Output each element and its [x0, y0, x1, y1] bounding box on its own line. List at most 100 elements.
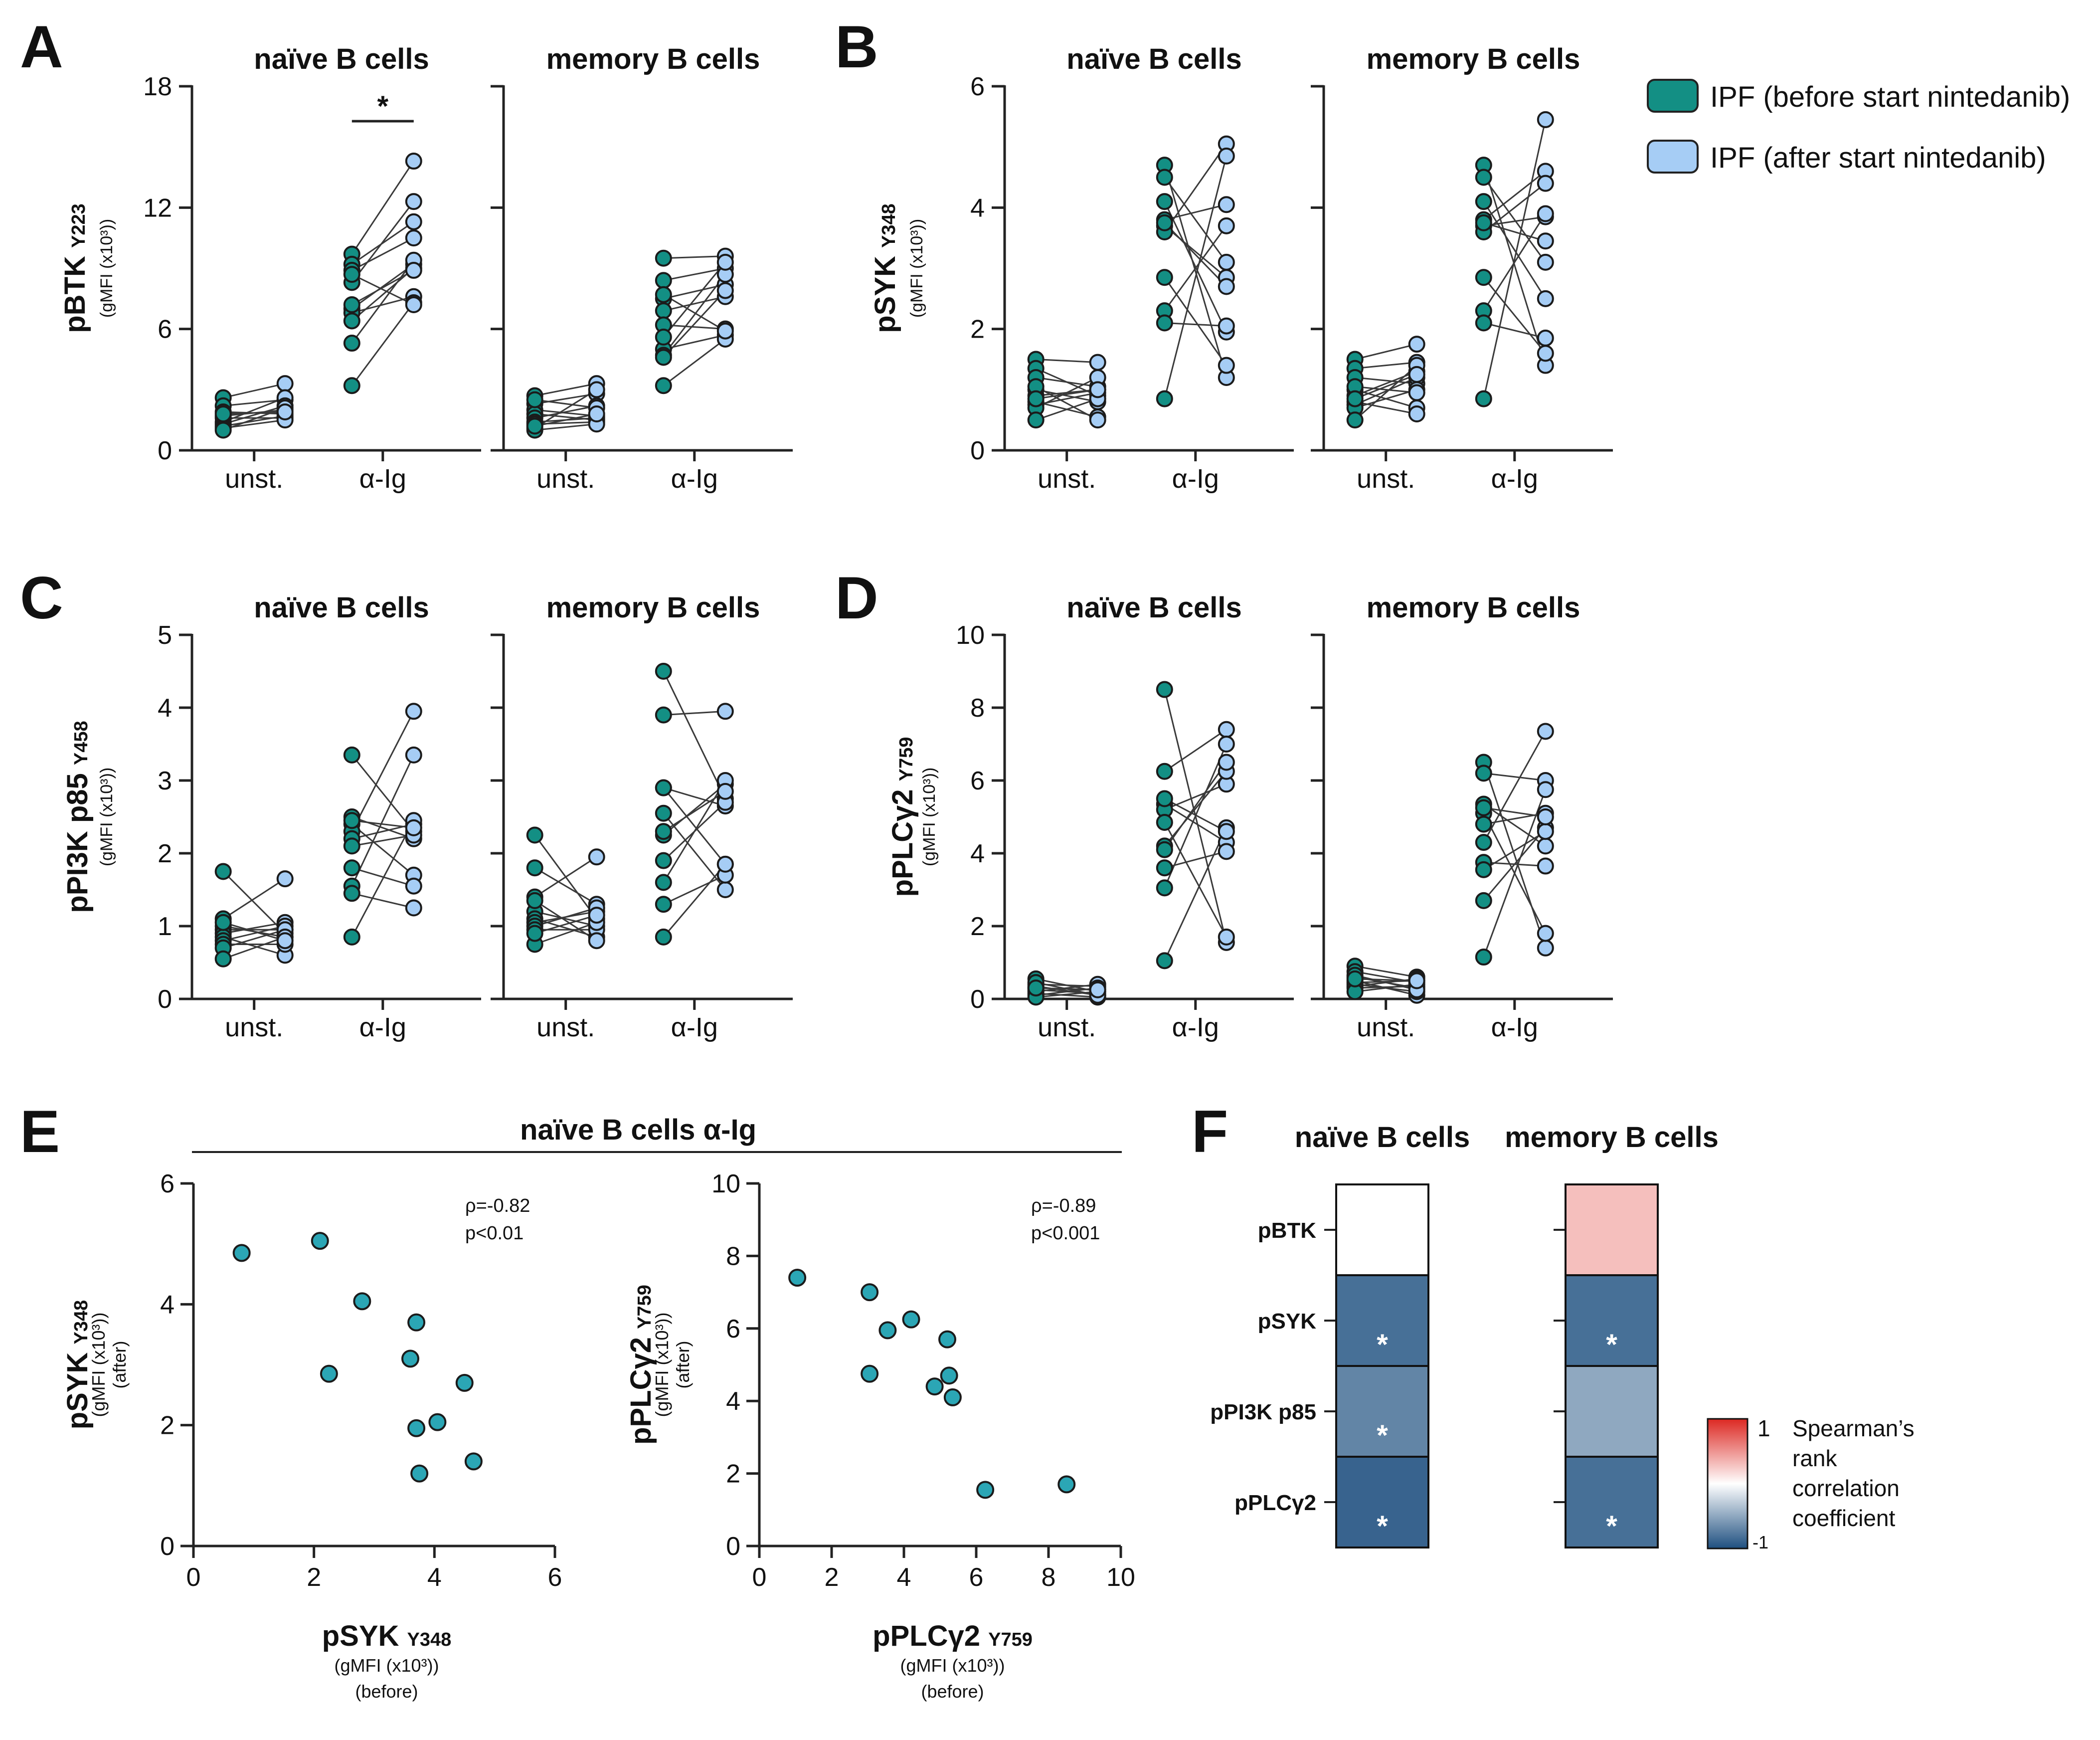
pair-line	[663, 863, 726, 938]
point-after	[1408, 384, 1425, 401]
pair-line	[351, 823, 414, 876]
point-before	[1346, 390, 1364, 407]
point-after	[1537, 111, 1554, 128]
colorbar-title-line: Spearman’s	[1792, 1415, 1915, 1441]
y-axis-note: (after)	[109, 1341, 130, 1388]
pair-line	[1164, 277, 1227, 366]
y-tick-label: 2	[726, 1460, 740, 1489]
pair-line	[1355, 374, 1417, 399]
x-axis-label-site: Y759	[988, 1629, 1033, 1650]
scatter-point	[976, 1481, 995, 1499]
scatter-point	[861, 1364, 879, 1383]
pair-line	[663, 255, 725, 259]
y-axis-label-a: pBTK Y223	[59, 203, 91, 333]
pair-line	[534, 867, 597, 905]
pair-line	[1164, 803, 1227, 843]
point-after	[1218, 278, 1235, 295]
pair-line	[1483, 762, 1547, 949]
pair-line	[1355, 985, 1417, 989]
y-axis-label-d: pPLCγ2 Y759	[886, 737, 919, 897]
x-category-label: α-Ig	[359, 1012, 406, 1042]
point-before	[655, 928, 672, 946]
pair-line	[1483, 277, 1546, 354]
colorbar-title-line: correlation	[1792, 1475, 1900, 1501]
pair-line	[351, 834, 414, 847]
subplot-title-d-0: naïve B cells	[1066, 591, 1241, 624]
point-after	[1537, 837, 1554, 855]
pair-line	[534, 423, 597, 431]
heatmap-row-label: pBTK	[1258, 1218, 1317, 1243]
point-before	[1475, 892, 1492, 909]
pair-line	[223, 415, 285, 427]
pair-line	[1164, 798, 1227, 832]
point-before	[526, 826, 543, 844]
point-before	[1156, 193, 1173, 210]
point-after	[1537, 205, 1554, 222]
y-tick-label: 6	[726, 1315, 740, 1344]
x-category-label: α-Ig	[1172, 1012, 1219, 1042]
pair-line	[1355, 362, 1417, 370]
heatmap-cell	[1335, 1365, 1429, 1458]
pair-line	[223, 925, 286, 942]
pair-line	[663, 671, 726, 799]
pair-line	[351, 273, 414, 306]
y-tick-label: 4	[726, 1387, 740, 1416]
pair-line	[351, 269, 414, 306]
pair-line	[534, 413, 597, 427]
point-after	[1537, 329, 1554, 347]
x-axis-label: pPLCγ2 Y759	[873, 1620, 1033, 1652]
pair-line	[351, 819, 414, 829]
x-tick-label: 6	[548, 1563, 562, 1592]
x-axis-label-site: Y348	[407, 1629, 452, 1650]
x-category-label: unst.	[1038, 464, 1096, 494]
pair-line	[534, 399, 597, 409]
x-axis-label-main: pSYK	[322, 1620, 407, 1652]
point-before	[526, 391, 543, 408]
point-before	[655, 663, 672, 680]
point-before	[655, 302, 672, 320]
axes-layer	[179, 85, 1613, 1558]
x-axis-label: pSYK Y348	[322, 1620, 452, 1652]
y-axis-label-main: pSYK	[61, 1344, 94, 1429]
pair-line	[1483, 322, 1546, 339]
point-before	[655, 874, 672, 891]
y-axis-note: (after)	[673, 1341, 693, 1388]
point-after	[405, 193, 422, 210]
x-category-label: unst.	[536, 464, 595, 494]
point-before	[343, 296, 360, 313]
pair-line	[663, 296, 726, 312]
x-tick-label: 8	[1042, 1563, 1056, 1592]
scatter-point	[925, 1377, 944, 1396]
point-after	[276, 870, 294, 888]
pair-line	[1483, 183, 1546, 233]
pair-line	[1036, 987, 1098, 991]
scatter-point	[878, 1321, 897, 1340]
p-value-label: p<0.001	[1031, 1223, 1100, 1244]
pair-line	[1483, 119, 1547, 399]
panel-letter-f: F	[1192, 1098, 1228, 1165]
y-axis-label-b: pSYK Y348	[869, 203, 901, 333]
scatter-point	[232, 1244, 251, 1262]
scatter-point	[401, 1350, 419, 1368]
x-axis-note: (before)	[355, 1681, 418, 1702]
x-category-label: α-Ig	[671, 464, 718, 494]
point-after	[405, 877, 422, 895]
pair-line	[223, 399, 285, 407]
point-before	[1475, 765, 1492, 782]
pair-line	[1164, 322, 1226, 327]
legend-label-after: IPF (after start nintedanib)	[1710, 142, 2046, 174]
y-tick-label: 10	[956, 621, 985, 650]
y-axis-unit-b: (gMFI (x10³))	[907, 219, 926, 318]
scatter-point	[353, 1292, 371, 1311]
pair-line	[223, 929, 286, 949]
point-before	[655, 328, 672, 346]
pair-line	[351, 259, 415, 344]
pair-line	[223, 936, 286, 956]
point-before	[214, 405, 232, 422]
y-tick-label: 5	[158, 621, 172, 650]
pair-line	[351, 263, 414, 310]
y-tick-label: 0	[970, 985, 985, 1014]
heatmap-row-label: pPI3K p85	[1210, 1400, 1316, 1424]
point-after	[1218, 357, 1235, 374]
